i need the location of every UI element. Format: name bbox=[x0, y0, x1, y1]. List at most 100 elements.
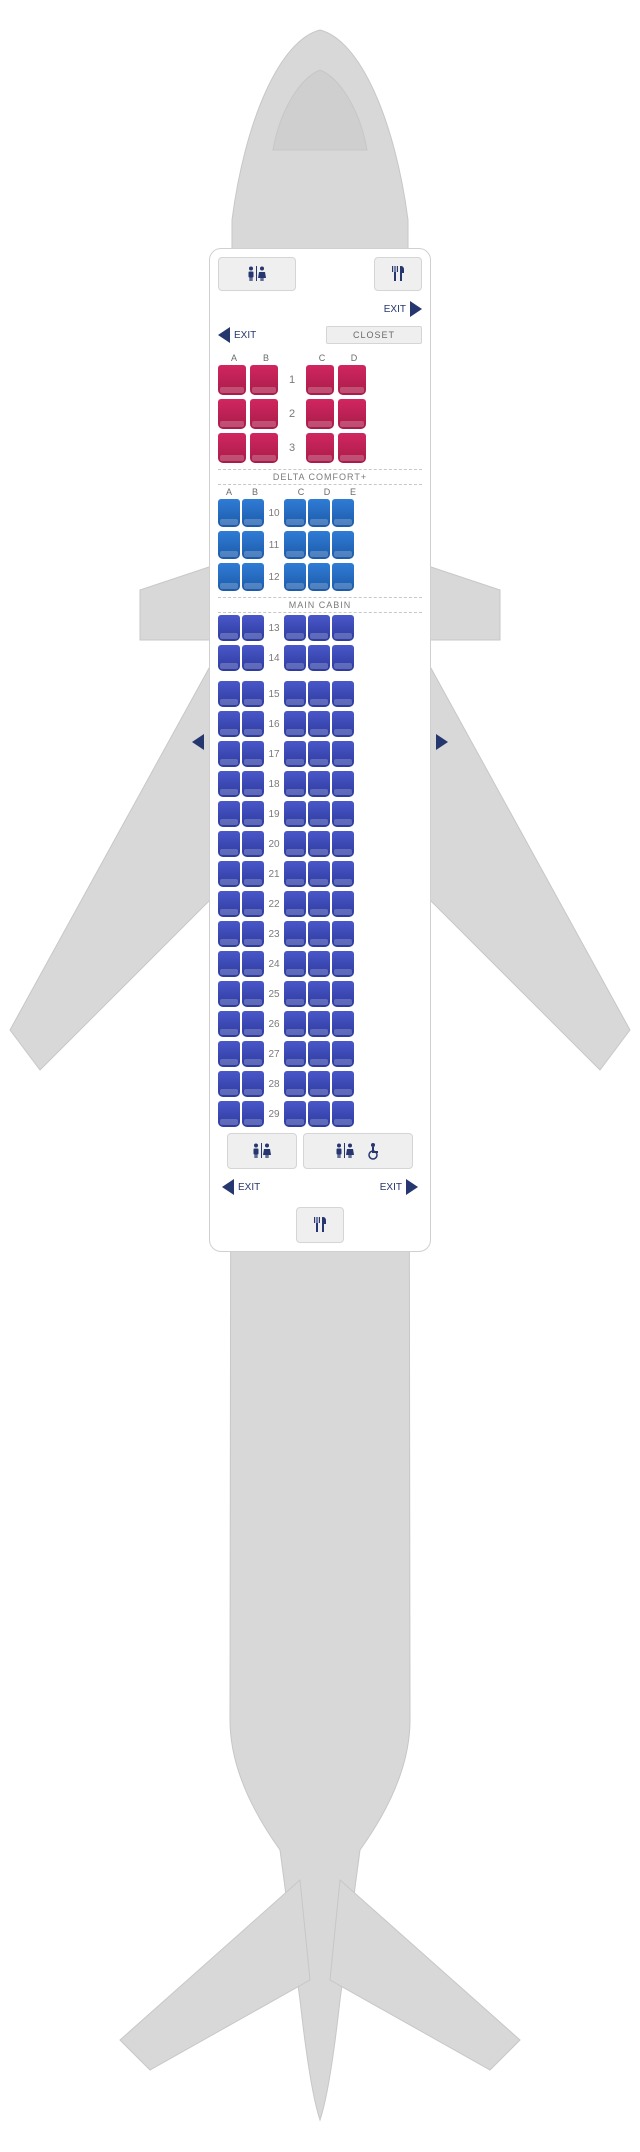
seat-17e[interactable] bbox=[332, 741, 354, 767]
seat-3c[interactable] bbox=[306, 433, 334, 463]
seat-27b[interactable] bbox=[242, 1041, 264, 1067]
seat-17c[interactable] bbox=[284, 741, 306, 767]
seat-25d[interactable] bbox=[308, 981, 330, 1007]
seat-12c[interactable] bbox=[284, 563, 306, 591]
seat-14c[interactable] bbox=[284, 645, 306, 671]
seat-16d[interactable] bbox=[308, 711, 330, 737]
seat-22e[interactable] bbox=[332, 891, 354, 917]
seat-16c[interactable] bbox=[284, 711, 306, 737]
seat-20a[interactable] bbox=[218, 831, 240, 857]
seat-20b[interactable] bbox=[242, 831, 264, 857]
seat-25b[interactable] bbox=[242, 981, 264, 1007]
seat-2a[interactable] bbox=[218, 399, 246, 429]
seat-14b[interactable] bbox=[242, 645, 264, 671]
seat-29c[interactable] bbox=[284, 1101, 306, 1127]
seat-16e[interactable] bbox=[332, 711, 354, 737]
seat-20e[interactable] bbox=[332, 831, 354, 857]
seat-23d[interactable] bbox=[308, 921, 330, 947]
seat-22a[interactable] bbox=[218, 891, 240, 917]
seat-26b[interactable] bbox=[242, 1011, 264, 1037]
seat-13d[interactable] bbox=[308, 615, 330, 641]
seat-11c[interactable] bbox=[284, 531, 306, 559]
seat-17a[interactable] bbox=[218, 741, 240, 767]
seat-29e[interactable] bbox=[332, 1101, 354, 1127]
seat-18c[interactable] bbox=[284, 771, 306, 797]
seat-29b[interactable] bbox=[242, 1101, 264, 1127]
seat-18d[interactable] bbox=[308, 771, 330, 797]
seat-14d[interactable] bbox=[308, 645, 330, 671]
seat-27a[interactable] bbox=[218, 1041, 240, 1067]
seat-10e[interactable] bbox=[332, 499, 354, 527]
seat-22c[interactable] bbox=[284, 891, 306, 917]
seat-24e[interactable] bbox=[332, 951, 354, 977]
seat-13b[interactable] bbox=[242, 615, 264, 641]
seat-18a[interactable] bbox=[218, 771, 240, 797]
seat-10c[interactable] bbox=[284, 499, 306, 527]
seat-23c[interactable] bbox=[284, 921, 306, 947]
seat-14e[interactable] bbox=[332, 645, 354, 671]
seat-26c[interactable] bbox=[284, 1011, 306, 1037]
seat-26d[interactable] bbox=[308, 1011, 330, 1037]
seat-21b[interactable] bbox=[242, 861, 264, 887]
seat-2d[interactable] bbox=[338, 399, 366, 429]
seat-3a[interactable] bbox=[218, 433, 246, 463]
seat-21d[interactable] bbox=[308, 861, 330, 887]
seat-27c[interactable] bbox=[284, 1041, 306, 1067]
seat-28c[interactable] bbox=[284, 1071, 306, 1097]
seat-28d[interactable] bbox=[308, 1071, 330, 1097]
seat-2b[interactable] bbox=[250, 399, 278, 429]
seat-17d[interactable] bbox=[308, 741, 330, 767]
seat-27d[interactable] bbox=[308, 1041, 330, 1067]
seat-11d[interactable] bbox=[308, 531, 330, 559]
seat-13c[interactable] bbox=[284, 615, 306, 641]
seat-15a[interactable] bbox=[218, 681, 240, 707]
seat-17b[interactable] bbox=[242, 741, 264, 767]
seat-1a[interactable] bbox=[218, 365, 246, 395]
seat-18e[interactable] bbox=[332, 771, 354, 797]
seat-19a[interactable] bbox=[218, 801, 240, 827]
seat-28a[interactable] bbox=[218, 1071, 240, 1097]
seat-16a[interactable] bbox=[218, 711, 240, 737]
seat-24b[interactable] bbox=[242, 951, 264, 977]
seat-23b[interactable] bbox=[242, 921, 264, 947]
seat-11a[interactable] bbox=[218, 531, 240, 559]
seat-12d[interactable] bbox=[308, 563, 330, 591]
seat-10b[interactable] bbox=[242, 499, 264, 527]
seat-19b[interactable] bbox=[242, 801, 264, 827]
seat-29a[interactable] bbox=[218, 1101, 240, 1127]
seat-25e[interactable] bbox=[332, 981, 354, 1007]
seat-2c[interactable] bbox=[306, 399, 334, 429]
seat-16b[interactable] bbox=[242, 711, 264, 737]
seat-19d[interactable] bbox=[308, 801, 330, 827]
seat-26a[interactable] bbox=[218, 1011, 240, 1037]
seat-29d[interactable] bbox=[308, 1101, 330, 1127]
seat-22b[interactable] bbox=[242, 891, 264, 917]
seat-15b[interactable] bbox=[242, 681, 264, 707]
seat-21c[interactable] bbox=[284, 861, 306, 887]
seat-11b[interactable] bbox=[242, 531, 264, 559]
seat-13a[interactable] bbox=[218, 615, 240, 641]
seat-28b[interactable] bbox=[242, 1071, 264, 1097]
seat-13e[interactable] bbox=[332, 615, 354, 641]
seat-15c[interactable] bbox=[284, 681, 306, 707]
seat-23e[interactable] bbox=[332, 921, 354, 947]
seat-1d[interactable] bbox=[338, 365, 366, 395]
seat-21a[interactable] bbox=[218, 861, 240, 887]
seat-18b[interactable] bbox=[242, 771, 264, 797]
seat-3d[interactable] bbox=[338, 433, 366, 463]
seat-23a[interactable] bbox=[218, 921, 240, 947]
seat-1b[interactable] bbox=[250, 365, 278, 395]
seat-19e[interactable] bbox=[332, 801, 354, 827]
seat-24d[interactable] bbox=[308, 951, 330, 977]
seat-20d[interactable] bbox=[308, 831, 330, 857]
seat-25c[interactable] bbox=[284, 981, 306, 1007]
seat-10d[interactable] bbox=[308, 499, 330, 527]
seat-14a[interactable] bbox=[218, 645, 240, 671]
seat-19c[interactable] bbox=[284, 801, 306, 827]
seat-15d[interactable] bbox=[308, 681, 330, 707]
seat-28e[interactable] bbox=[332, 1071, 354, 1097]
seat-12a[interactable] bbox=[218, 563, 240, 591]
seat-21e[interactable] bbox=[332, 861, 354, 887]
seat-1c[interactable] bbox=[306, 365, 334, 395]
seat-15e[interactable] bbox=[332, 681, 354, 707]
